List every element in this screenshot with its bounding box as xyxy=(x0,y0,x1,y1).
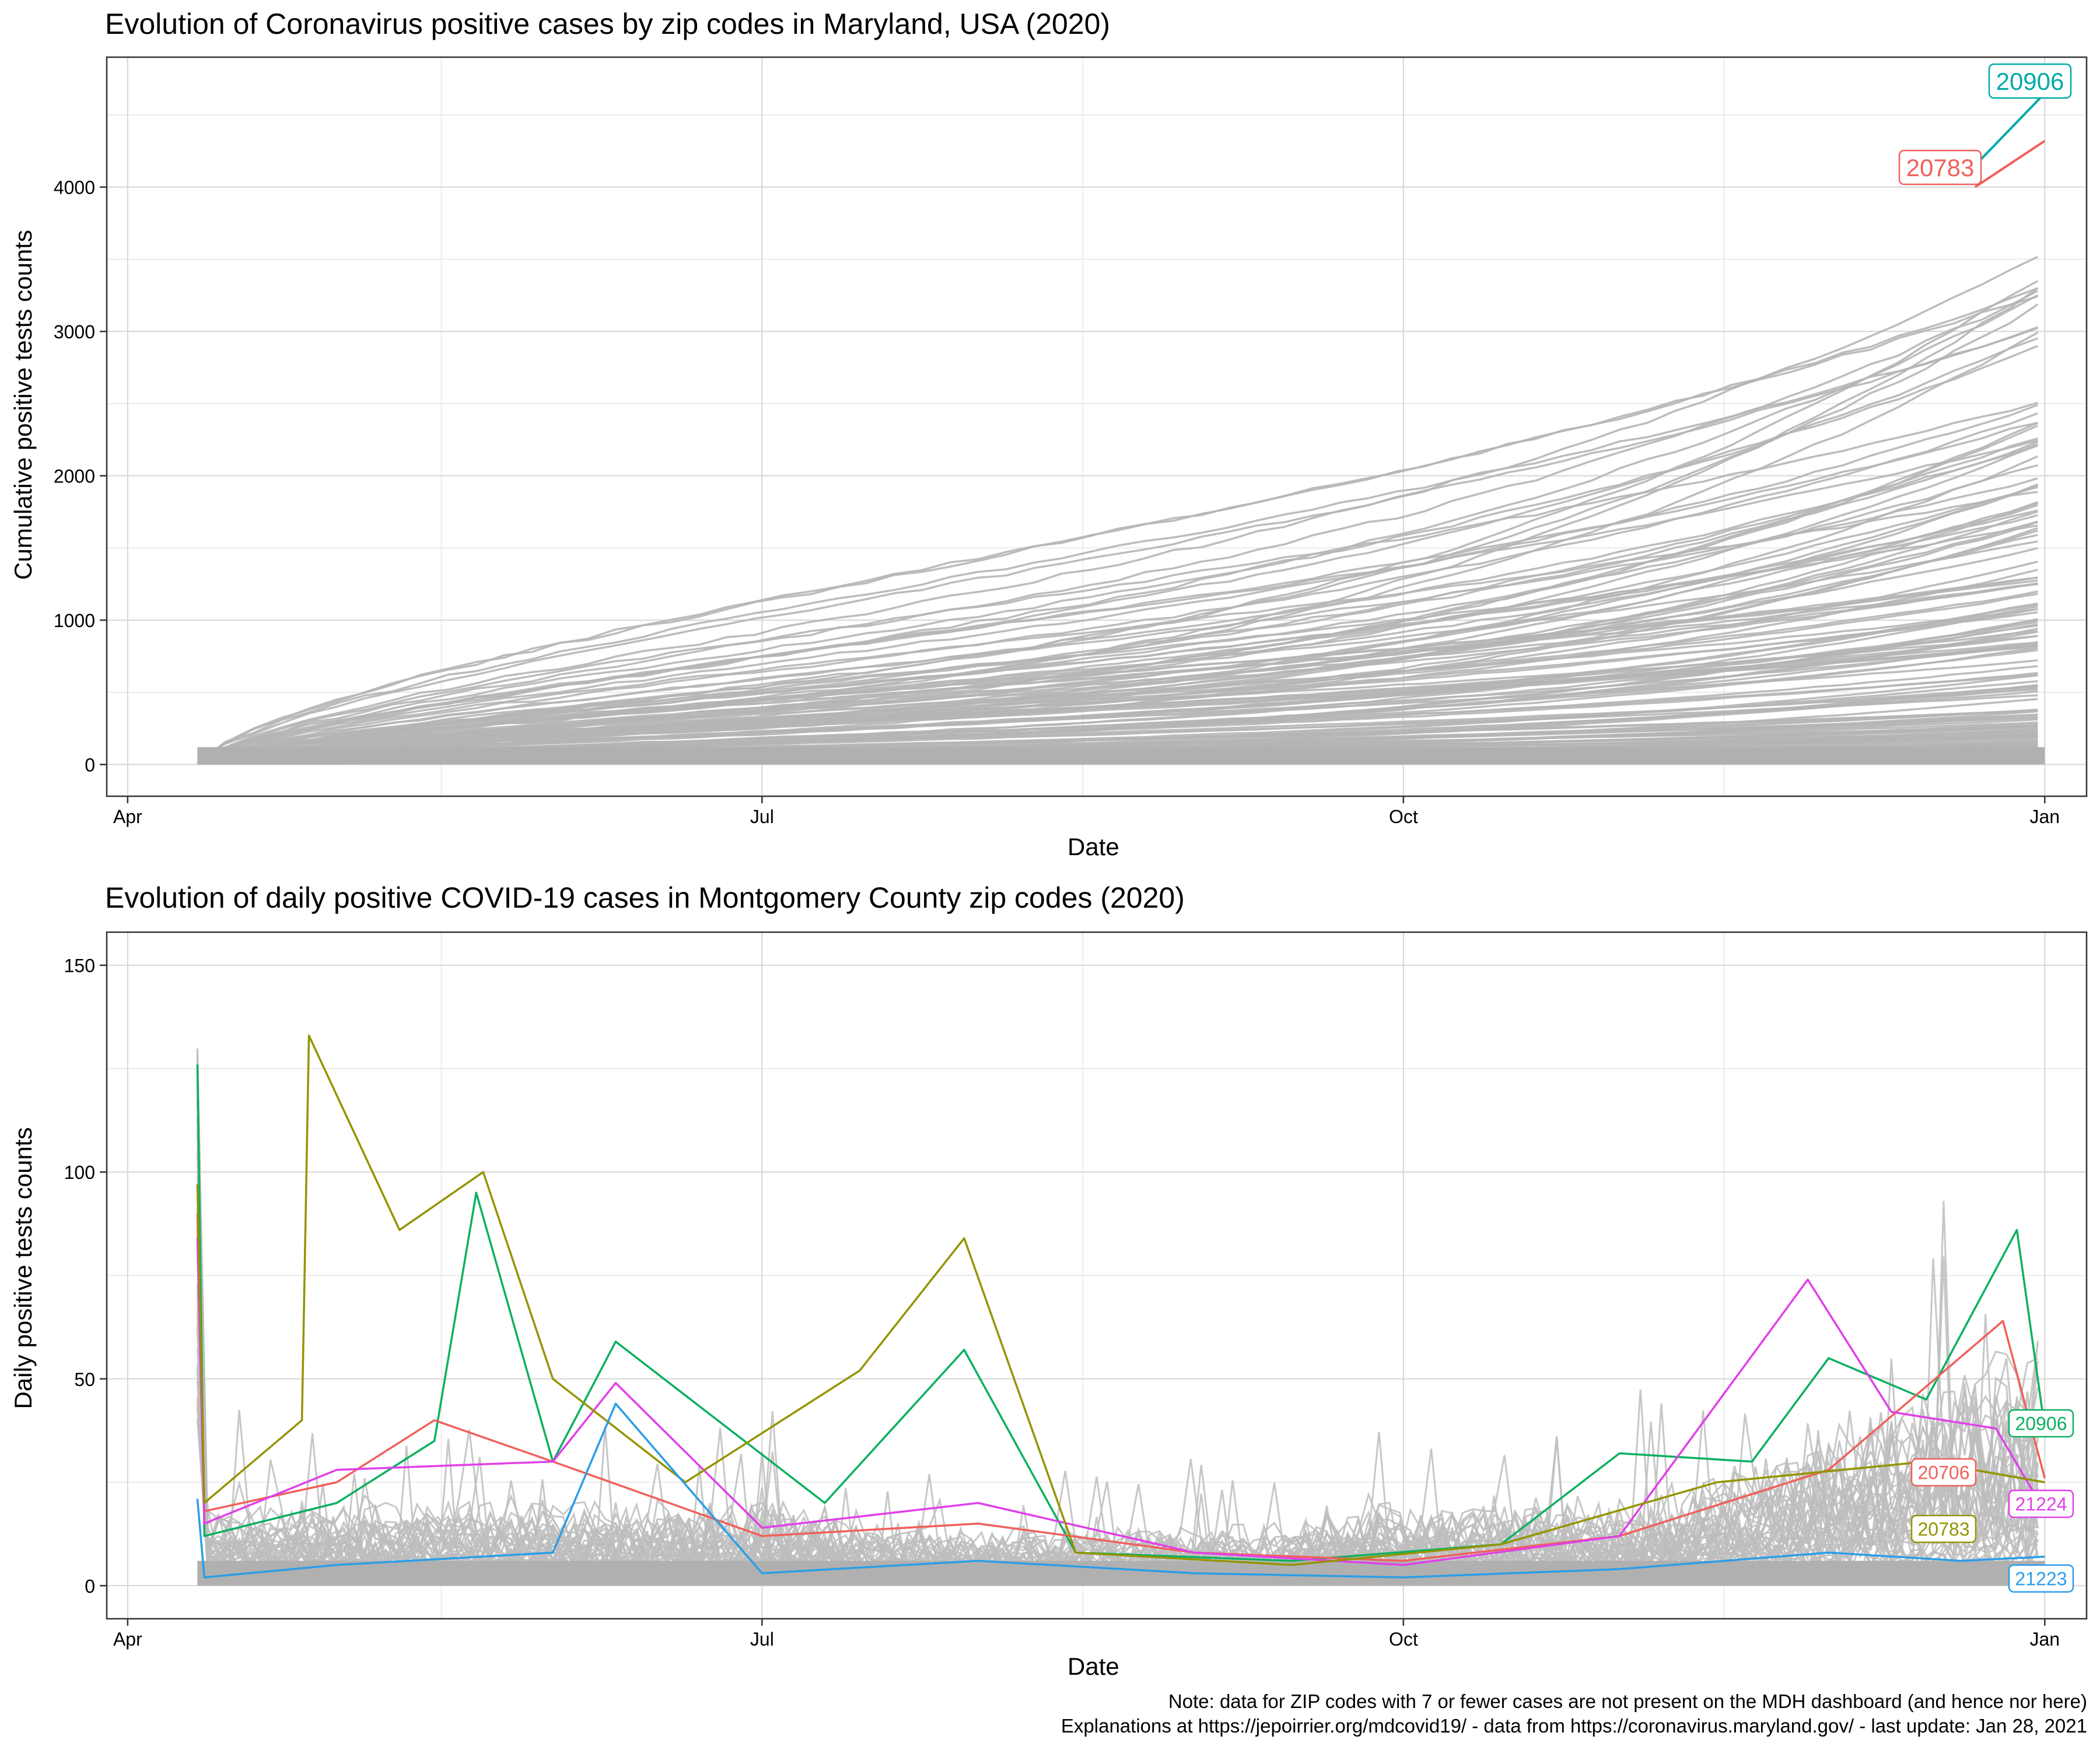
y-tick-label: 100 xyxy=(64,1162,95,1183)
chart-1-title: Evolution of Coronavirus positive cases … xyxy=(105,8,1111,40)
series-label-box-20706 xyxy=(1910,1458,1977,1487)
zip-code-line xyxy=(197,582,2038,765)
zip-code-line xyxy=(197,295,2038,765)
footnote-line-1: Note: data for ZIP codes with 7 or fewer… xyxy=(1168,1690,2087,1712)
series-line-21223 xyxy=(196,1402,2045,1578)
series-label-20906: 20906 xyxy=(1996,68,2064,95)
zip-code-line xyxy=(197,256,2039,765)
chart-2-panel-border xyxy=(106,931,2088,1620)
chart-2-plot: 20906 20706 21224 20783 21223 0 50 100 150 Apr Jul… xyxy=(64,931,2088,1650)
chart-2-background-lines xyxy=(196,1048,2045,1586)
zip-code-line xyxy=(196,1150,2039,1574)
x-tick-label: Oct xyxy=(1389,1629,1418,1650)
y-tick-label: 150 xyxy=(64,956,95,977)
x-tick-label: Jan xyxy=(2029,806,2060,827)
zip-code-line xyxy=(197,345,2038,765)
series-line-21224 xyxy=(196,1238,2046,1566)
x-tick-label: Apr xyxy=(113,806,142,827)
series-label-21223: 21223 xyxy=(2015,1569,2067,1590)
y-tick-label: 50 xyxy=(74,1369,95,1390)
zip-code-line xyxy=(197,404,2038,765)
zip-code-line xyxy=(197,286,2039,765)
x-tick-label: Jul xyxy=(750,1629,774,1650)
series-label-20783: 20783 xyxy=(1906,154,1975,181)
y-tick-label: 3000 xyxy=(54,321,95,342)
zip-code-line xyxy=(197,412,2038,765)
series-line-20783 xyxy=(196,1034,2045,1566)
zip-code-line xyxy=(197,289,2039,765)
zip-code-band xyxy=(197,747,2045,765)
zip-code-line xyxy=(196,1370,2039,1574)
series-label-21224: 21224 xyxy=(2015,1494,2067,1515)
zip-code-band xyxy=(197,1560,2045,1586)
zip-code-line xyxy=(197,510,2038,765)
series-label-box-20906 xyxy=(1988,63,2072,99)
series-label-box-20906 xyxy=(2008,1409,2074,1438)
chart-2-series xyxy=(196,1034,2046,1578)
series-label-20706: 20706 xyxy=(1918,1462,1970,1483)
zip-code-line xyxy=(197,502,2038,765)
chart-2-series-labels: 20906 20706 21224 20783 21223 xyxy=(1910,1409,2074,1593)
series-label-20783: 20783 xyxy=(1918,1519,1970,1540)
footnote-line-2: Explanations at https://jepoirrier.org/m… xyxy=(1060,1715,2087,1737)
zip-code-line xyxy=(197,439,2038,765)
series-label-box-20783 xyxy=(1910,1514,1977,1544)
zip-code-line xyxy=(197,294,2039,765)
zip-code-line xyxy=(197,287,2038,765)
zip-code-line xyxy=(197,534,2038,765)
chart-1-background-lines xyxy=(197,256,2045,765)
series-label-20906: 20906 xyxy=(2015,1413,2067,1434)
chart-1-panel-border xyxy=(106,56,2088,797)
x-tick-label: Apr xyxy=(113,1629,142,1650)
series-label-box-21224 xyxy=(2008,1489,2074,1518)
zip-code-line xyxy=(197,524,2038,765)
zip-code-line xyxy=(197,327,2038,765)
series-line-20783 xyxy=(1974,139,2046,188)
chart-2-title: Evolution of daily positive COVID-19 cas… xyxy=(105,881,1185,914)
chart-2-xlabel: Date xyxy=(1068,1653,1119,1680)
y-tick-label: 1000 xyxy=(54,610,95,631)
y-tick-label: 2000 xyxy=(54,466,95,487)
x-tick-label: Oct xyxy=(1389,806,1418,827)
zip-code-line xyxy=(197,303,2039,765)
chart-1-plot: 20906 20783 0 1000 2000 3000 4000 Apr Jul Oct Jan xyxy=(54,56,2088,827)
x-tick-label: Jan xyxy=(2029,1629,2060,1650)
y-tick-label: 0 xyxy=(85,1576,95,1597)
zip-code-line xyxy=(197,579,2038,765)
series-label-box-20783 xyxy=(1898,149,1982,186)
zip-code-line xyxy=(197,401,2038,765)
y-tick-label: 4000 xyxy=(54,177,95,198)
chart-1-series-labels: 20906 20783 xyxy=(1898,63,2072,186)
series-label-box-21223 xyxy=(2008,1564,2074,1593)
y-tick-label: 0 xyxy=(85,755,95,776)
chart-1-xlabel: Date xyxy=(1068,833,1119,860)
x-tick-label: Jul xyxy=(750,806,774,827)
zip-code-line xyxy=(197,443,2038,765)
series-line-20706 xyxy=(196,1213,2046,1562)
zip-code-line xyxy=(197,437,2038,765)
series-line-20906 xyxy=(196,1064,2046,1562)
zip-code-line xyxy=(197,527,2038,765)
